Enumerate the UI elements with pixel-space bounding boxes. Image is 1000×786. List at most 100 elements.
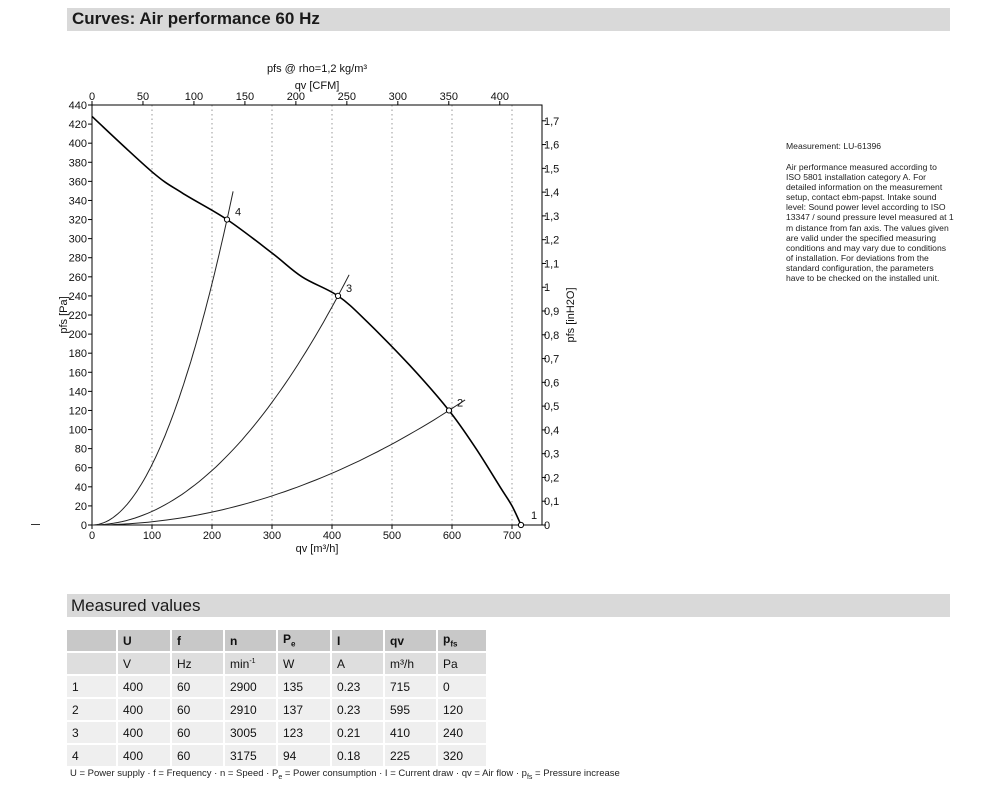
table-header-cell: I (331, 630, 385, 653)
x-top-tick-label: 250 (338, 91, 356, 103)
table-unit-cell: Hz (171, 652, 225, 676)
table-unit-cell: A (331, 652, 385, 676)
y-right-tick-label: 0,5 (544, 401, 559, 413)
table-header-cell: Pe (277, 630, 332, 653)
fan-curve (91, 115, 522, 526)
system-curve-3 (91, 274, 350, 526)
y-right-tick-label: 0,4 (544, 425, 559, 437)
table-cell: 60 (171, 721, 225, 745)
y-right-tick-label: 0,8 (544, 330, 559, 342)
x-axis-label: qv [m³/h] (296, 543, 339, 555)
y-tick-label: 400 (69, 138, 87, 150)
x-top-tick-label: 300 (389, 91, 407, 103)
page-title: Curves: Air performance 60 Hz (72, 9, 320, 28)
y-right-tick-label: 1,5 (544, 163, 559, 175)
table-header-cell: f (171, 630, 225, 653)
x-top-tick-label: 400 (491, 91, 509, 103)
x-tick-label: 700 (503, 530, 521, 542)
y-right-tick-label: 1,4 (544, 187, 559, 199)
table-cell: 0.21 (331, 721, 385, 745)
table-cell: 4 (67, 744, 118, 768)
table-cell: 3005 (224, 721, 278, 745)
table-cell: 2900 (224, 675, 278, 699)
y-tick-label: 20 (75, 501, 87, 513)
x-tick-label: 200 (203, 530, 221, 542)
table-cell: 595 (384, 698, 438, 722)
table-cell: 137 (277, 698, 332, 722)
x-tick-label: 0 (89, 530, 95, 542)
y-right-tick-label: 0,2 (544, 472, 559, 484)
table-row: 1 400 60 2900 135 0.23 715 0 (67, 675, 488, 699)
x-top-tick-label: 350 (440, 91, 458, 103)
y-tick-label: 80 (75, 444, 87, 456)
table-header-cell: qv (384, 630, 438, 653)
table-header-cell: pfs (437, 630, 488, 653)
y-tick-label: 360 (69, 176, 87, 188)
table-cell: 60 (171, 698, 225, 722)
system-curve-2 (92, 399, 466, 526)
measured-values-title: Measured values (71, 596, 201, 615)
y-right-tick-label: 0,7 (544, 354, 559, 366)
x-top-tick-label: 50 (137, 91, 149, 103)
operating-point-3 (334, 292, 342, 300)
y-tick-label: 420 (69, 119, 87, 131)
x-top-tick-label: 100 (185, 91, 203, 103)
measurement-note: Air performance measured according to IS… (786, 162, 954, 284)
system-curve-4 (91, 191, 234, 526)
table-cell: 0.23 (331, 698, 385, 722)
y-tick-label: 320 (69, 215, 87, 227)
y-tick-label: 220 (69, 310, 87, 322)
y-tick-label: 200 (69, 329, 87, 341)
y-right-tick-label: 1 (544, 282, 550, 294)
table-unit-cell (67, 652, 118, 676)
chart-axes (88, 101, 546, 529)
table-unit-cell: W (277, 652, 332, 676)
y-right-tick-label: 0,3 (544, 449, 559, 461)
y-right-tick-label: 1,2 (544, 235, 559, 247)
table-cell: 3175 (224, 744, 278, 768)
operating-point-label: 2 (457, 397, 463, 409)
measured-values-bar: Measured values (67, 594, 950, 617)
y-tick-label: 440 (69, 100, 87, 112)
x-top-axis-label: qv [CFM] (295, 80, 340, 92)
operating-point-2 (445, 407, 453, 414)
table-cell: 60 (171, 744, 225, 768)
table-cell: 60 (171, 675, 225, 699)
operating-point-label: 1 (531, 510, 537, 522)
x-top-tick-label: 150 (236, 91, 254, 103)
x-top-tick-label: 200 (287, 91, 305, 103)
y-axis-label: pfs [Pa] (58, 296, 70, 333)
operating-point-1 (517, 521, 525, 529)
table-cell: 400 (117, 744, 172, 768)
y-tick-label: 0 (81, 520, 87, 532)
table-cell: 1 (67, 675, 118, 699)
table-header-cell: n (224, 630, 278, 653)
chart-grid (151, 105, 513, 525)
table-cell: 3 (67, 721, 118, 745)
table-cell: 225 (384, 744, 438, 768)
y-tick-label: 40 (75, 482, 87, 494)
y-tick-label: 260 (69, 272, 87, 284)
y-tick-label: 380 (69, 157, 87, 169)
chart-curves (91, 115, 525, 529)
table-cell: 400 (117, 698, 172, 722)
table-header-cell: U (117, 630, 172, 653)
y-tick-label: 340 (69, 195, 87, 207)
y-tick-label: 60 (75, 463, 87, 475)
table-cell: 240 (437, 721, 488, 745)
x-top-tick-label: 0 (89, 91, 95, 103)
y-tick-label: 160 (69, 367, 87, 379)
y-right-tick-label: 1,7 (544, 116, 559, 128)
table-cell: 94 (277, 744, 332, 768)
table-cell: 135 (277, 675, 332, 699)
table-unit-cell: Pa (437, 652, 488, 676)
y-right-tick-label: 1,3 (544, 211, 559, 223)
y-right-axis-label: pfs [inH2O] (565, 287, 577, 342)
table-header-cell (67, 630, 118, 653)
table-cell: 0 (437, 675, 488, 699)
measurement-id: Measurement: LU-61396 (786, 141, 882, 151)
